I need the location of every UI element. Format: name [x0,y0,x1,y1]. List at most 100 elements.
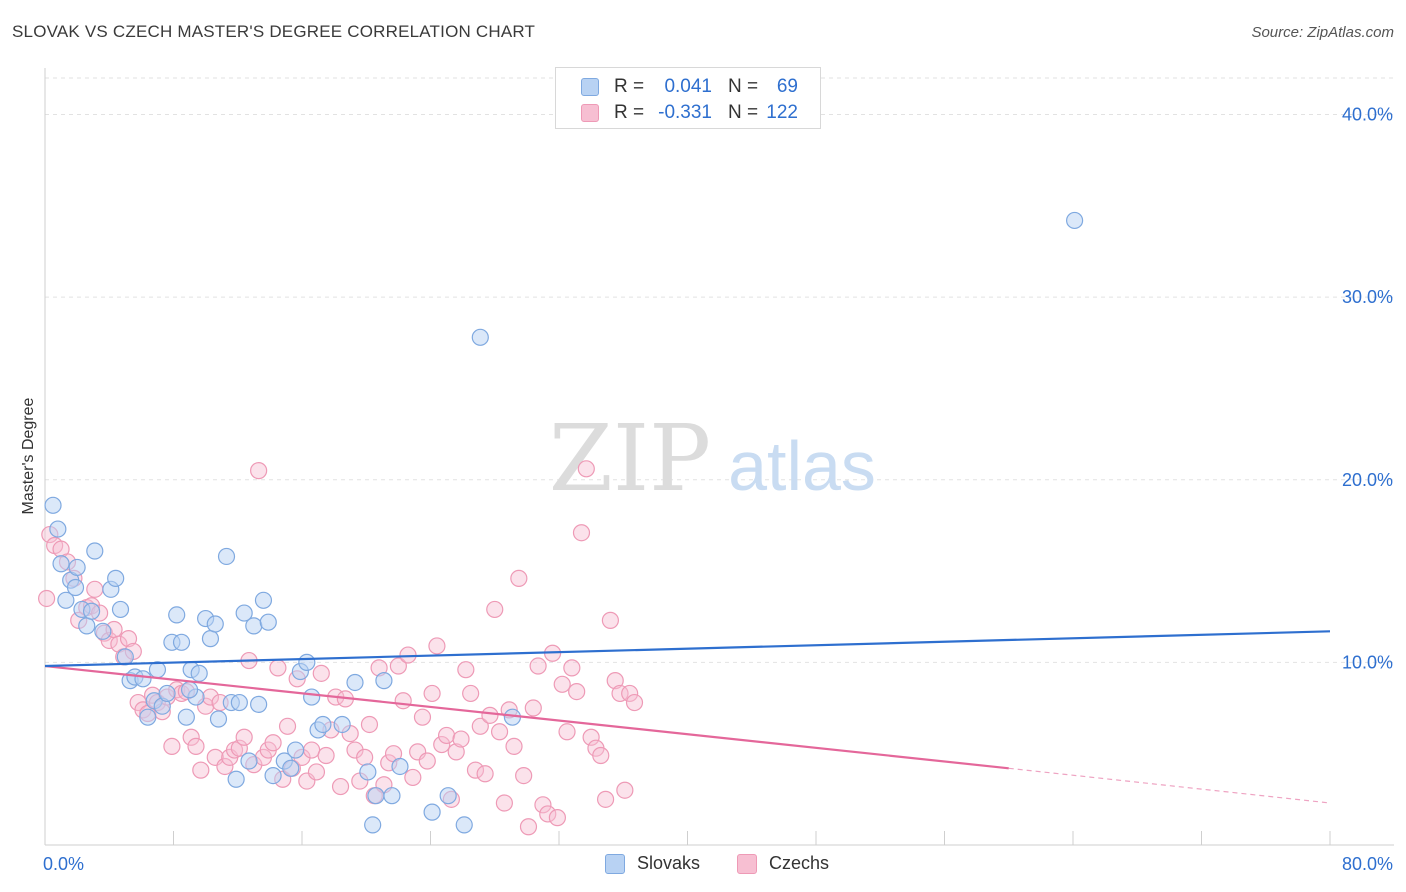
czechs-point [264,734,282,752]
slovaks-point [391,757,409,776]
czechs-point [505,737,523,755]
slovaks-point [86,542,104,560]
slovaks-point [423,803,441,821]
slovaks-point [44,496,62,514]
czechs-point [476,765,494,783]
czechs-point [413,708,432,726]
slovaks-point [375,672,393,690]
czechs-point [558,723,576,741]
czechs-point [534,796,552,814]
legend-row-czechs: R = -0.331 N = 122 [556,101,820,127]
czechs-point [418,752,436,770]
czechs-point [616,781,634,799]
czechs-point [119,630,138,648]
czechs-point [563,659,581,677]
slovaks-point [303,688,321,706]
czechs-point [519,818,538,836]
slovaks-point [217,547,236,566]
y-tick-label: 30.0% [1342,287,1393,307]
czechs-point [486,600,504,619]
czechs-point [568,682,586,701]
czechs-point [404,768,422,787]
y-tick-label: 20.0% [1342,470,1393,490]
czechs-point [539,805,557,823]
czechs-point [601,611,620,629]
czechs-point [548,809,566,827]
slovaks-point [359,763,377,781]
slovaks-point [314,715,332,734]
slovaks-point [78,617,96,635]
slovaks-point [57,591,75,609]
czechs-point [187,737,205,755]
czechs-swatch [737,854,757,874]
slovaks-point [172,633,191,651]
x-tick-label: 80.0% [1342,854,1393,874]
slovaks-point [439,787,457,805]
czechs-point [312,664,330,682]
czechs-point [466,761,485,779]
slovaks-swatch [581,78,599,96]
czechs-point [317,746,335,765]
czechs-point [582,728,600,746]
czechs-point [596,790,615,808]
slovaks-point [1066,211,1084,230]
czechs-point [611,684,629,703]
czechs-trend-extension [1008,767,1331,804]
czechs-point [192,761,210,779]
czechs-point [269,659,287,677]
slovaks-point [111,600,130,619]
x-tick-label: 0.0% [43,854,84,874]
czechs-point [529,657,547,675]
slovaks-point [206,615,224,633]
slovaks-point [227,770,245,788]
czechs-point [303,741,321,759]
czechs-point [572,524,591,542]
n-label: N = [728,102,759,123]
czechs-point [495,794,513,812]
slovaks-point [139,708,157,726]
slovaks-point [259,613,277,631]
slovaks-point [94,622,112,640]
czechs-point [510,569,528,587]
czechs-point [481,706,499,724]
slovaks-points [44,211,1084,834]
czechs-point [457,661,475,679]
czechs-swatch [581,104,599,122]
r-value: 0.041 [664,76,712,97]
slovaks-point [201,630,220,648]
czechs-trend-line [44,664,1009,770]
y-axis-title: Master's Degree [20,397,37,514]
slovaks-point [107,569,125,587]
slovaks-point [250,695,268,713]
n-label: N = [728,76,759,97]
r-label: R = [614,102,645,123]
czechs-point [515,767,533,785]
slovaks-point [235,604,253,622]
czechs-point [163,737,181,755]
watermark-atlas: atlas [728,427,876,505]
slovaks-point [180,681,199,699]
r-value: -0.331 [658,102,712,123]
slovaks-point [52,555,70,573]
czechs-point [577,460,595,478]
czechs-point [524,699,542,717]
slovaks-point [383,787,401,805]
series-legend: Slovaks Czechs [0,851,1406,877]
czechs-point [428,637,446,655]
slovaks-point [346,673,364,692]
czechs-point [389,657,407,675]
slovaks-point [168,606,186,624]
slovaks-trend-line [44,630,1331,668]
czechs-point [452,730,470,748]
slovaks-point [245,617,263,635]
czechs-point [606,672,624,690]
slovaks-swatch [605,854,625,874]
czechs-point [433,735,451,754]
slovaks-point [364,816,382,834]
czechs-point [553,675,571,693]
czechs-point [182,728,200,746]
slovaks-point [116,648,134,666]
watermark-zip: ZIP [549,405,711,512]
czechs-point [331,777,350,796]
